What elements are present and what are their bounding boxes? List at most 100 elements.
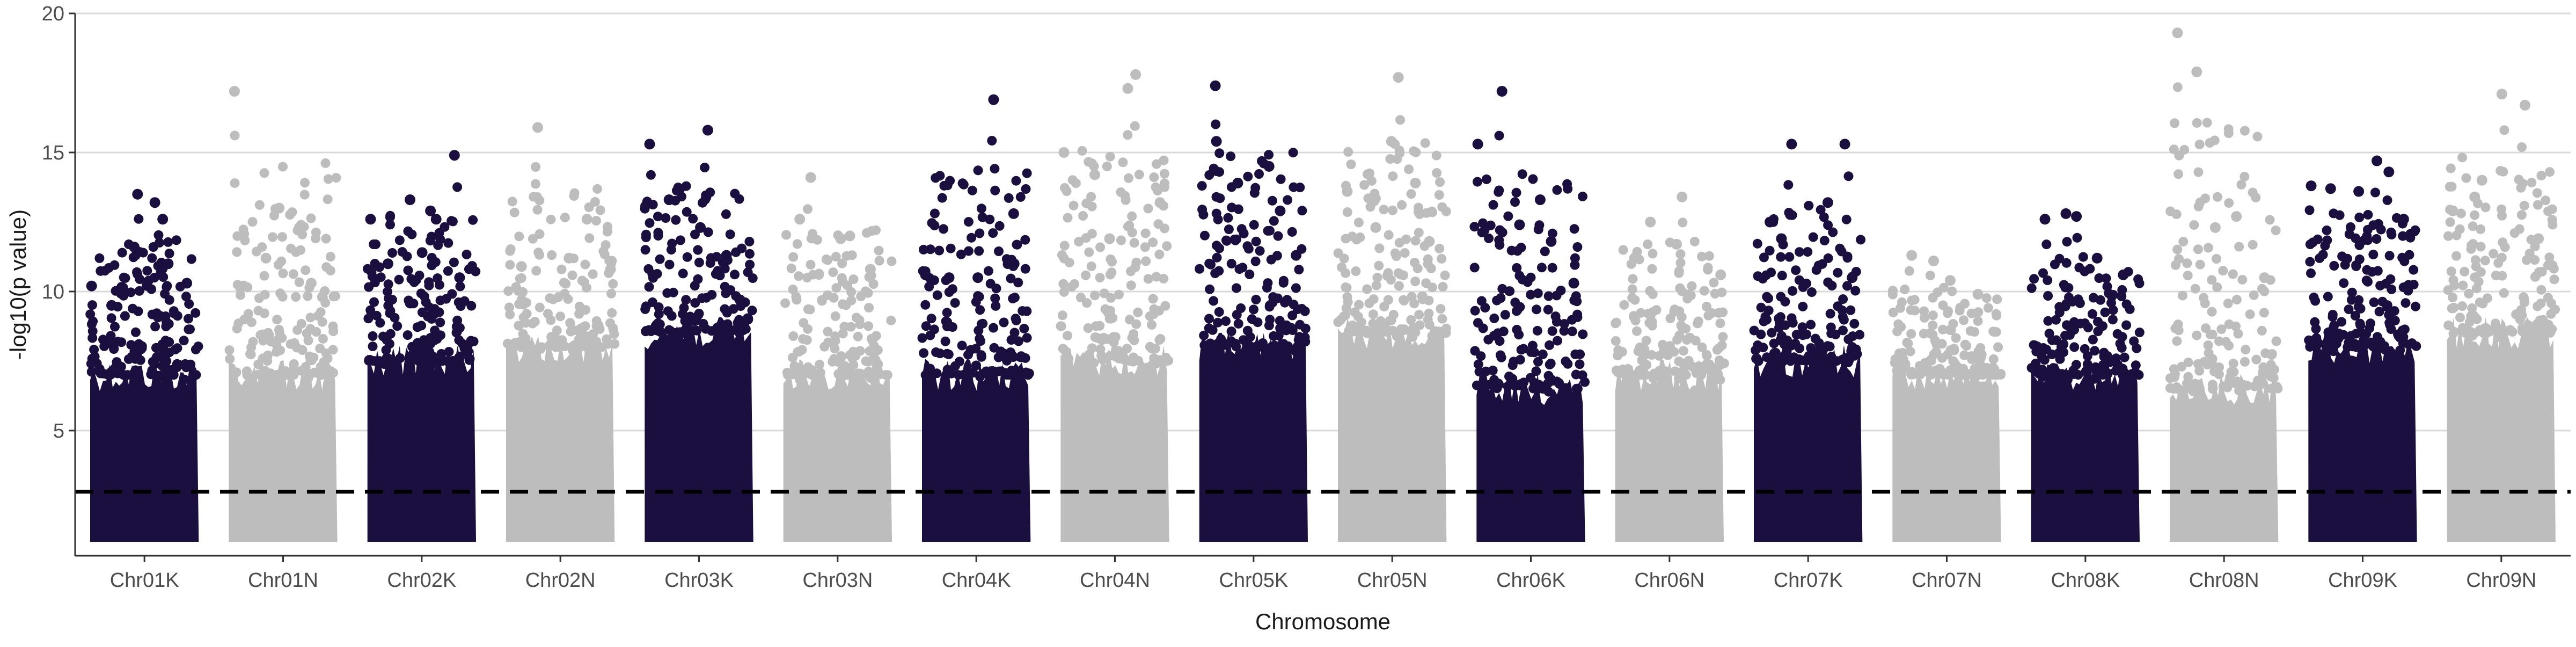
data-point — [2044, 329, 2054, 339]
data-point — [1409, 299, 1419, 309]
data-point — [647, 269, 657, 279]
data-point — [1533, 357, 1543, 367]
peak-point — [274, 202, 285, 214]
data-point — [179, 336, 189, 346]
data-point — [268, 232, 277, 242]
data-point — [603, 339, 613, 349]
data-point — [1379, 205, 1389, 215]
data-point — [2194, 140, 2205, 149]
data-point — [1399, 295, 1408, 305]
data-point — [406, 355, 416, 365]
data-point — [1900, 285, 1910, 294]
data-point — [1970, 327, 1980, 337]
data-point — [1406, 189, 1416, 199]
x-tick-label: Chr04N — [1080, 569, 1150, 592]
data-point — [653, 231, 663, 241]
x-tick-label: Chr07K — [1774, 569, 1843, 592]
data-point — [1841, 214, 1851, 224]
data-point — [1578, 329, 1588, 339]
data-point — [646, 170, 656, 180]
data-point — [2192, 118, 2202, 128]
data-point — [320, 158, 331, 168]
data-point — [1339, 253, 1349, 264]
data-point — [2213, 192, 2222, 202]
data-point — [363, 264, 372, 274]
data-point — [853, 331, 863, 341]
data-point — [1424, 295, 1434, 306]
data-point — [2256, 379, 2266, 389]
data-point — [1512, 324, 1522, 335]
data-point — [106, 313, 116, 323]
data-point — [999, 317, 1009, 328]
point-cloud-Chr02N — [506, 333, 615, 542]
data-point — [1563, 184, 1573, 194]
data-point — [1641, 336, 1651, 346]
data-point — [462, 249, 472, 259]
data-point — [1365, 202, 1375, 212]
data-point — [2351, 233, 2361, 243]
data-point — [1149, 172, 1159, 183]
data-point — [1915, 361, 1924, 371]
data-point — [2468, 221, 2478, 231]
data-point — [1396, 270, 1406, 280]
data-point — [1264, 150, 1274, 160]
data-point — [260, 289, 270, 300]
data-point — [2200, 299, 2210, 308]
data-point — [745, 259, 755, 270]
data-point — [2208, 383, 2218, 394]
data-point — [530, 317, 540, 326]
data-point — [1938, 282, 1949, 293]
data-point — [104, 338, 114, 348]
data-point — [1394, 238, 1404, 248]
data-point — [1087, 229, 1097, 239]
data-point — [276, 256, 287, 266]
data-point — [1359, 180, 1370, 190]
data-point — [598, 246, 609, 256]
data-point — [2121, 320, 2132, 330]
data-point — [555, 311, 566, 322]
data-point — [1810, 333, 1820, 344]
data-point — [1280, 297, 1290, 308]
data-point — [2209, 367, 2219, 376]
data-point — [2387, 284, 2397, 294]
data-point — [1102, 161, 1112, 171]
data-point — [1195, 264, 1205, 274]
data-point — [2074, 263, 2084, 273]
data-point — [1341, 268, 1351, 278]
data-point — [2051, 370, 2061, 380]
data-point — [925, 244, 935, 255]
peak-point — [1393, 72, 1404, 83]
data-point — [2231, 295, 2242, 304]
data-point — [1283, 195, 1293, 205]
data-point — [467, 261, 477, 271]
data-point — [1122, 344, 1132, 354]
data-point — [2527, 178, 2537, 187]
data-point — [1749, 325, 1759, 336]
data-point — [2192, 330, 2202, 340]
data-point — [582, 282, 591, 293]
data-point — [535, 229, 545, 239]
data-point — [2064, 292, 2074, 302]
peak-point — [695, 222, 706, 233]
peak-point — [2476, 175, 2487, 186]
data-point — [1767, 328, 1777, 338]
data-point — [644, 282, 654, 292]
data-point — [1011, 315, 1021, 325]
peak-point — [1944, 275, 1956, 286]
data-point — [838, 299, 847, 309]
peak-point — [516, 261, 527, 272]
data-point — [1057, 310, 1067, 321]
peak-point — [2447, 205, 2458, 216]
data-point — [1021, 367, 1031, 377]
data-point — [1628, 274, 1638, 284]
data-point — [2088, 335, 2098, 345]
data-point — [1528, 174, 1538, 184]
data-point — [1245, 341, 1255, 351]
point-cloud-Chr01K — [90, 362, 199, 542]
data-point — [1084, 157, 1094, 167]
data-point — [1204, 323, 1214, 333]
data-point — [2384, 310, 2394, 320]
peak-point — [1154, 197, 1166, 208]
data-point — [1140, 228, 1151, 238]
data-point — [87, 300, 97, 310]
